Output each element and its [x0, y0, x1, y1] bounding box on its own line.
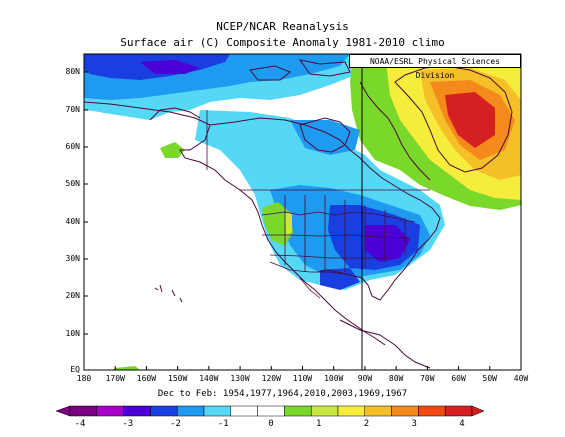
lon-label: 40W [513, 374, 529, 383]
lat-label: 40N [65, 217, 80, 226]
colorbar-cell [96, 405, 124, 417]
lon-label: 80W [388, 374, 404, 383]
colorbar-cell [203, 405, 232, 417]
alaska-warm-spot [160, 142, 185, 158]
baja-warm-spot [285, 212, 292, 236]
lon-label: 90W [357, 374, 373, 383]
colorbar-label: -2 [170, 419, 181, 429]
colorbar-label: 0 [268, 419, 274, 429]
lon-label: 50W [482, 374, 497, 383]
lon-label: 110W [292, 374, 313, 383]
lon-label: 180 [76, 374, 92, 383]
axis-ticks [83, 71, 522, 371]
colorbar-label: -3 [122, 419, 134, 429]
colorbar-label: -4 [74, 419, 86, 429]
title-line-2: Surface air (C) Composite Anomaly 1981-2… [120, 36, 445, 49]
colorbar-right-arrow [471, 405, 485, 417]
lat-label: 80N [65, 67, 80, 76]
colorbar-label: 4 [459, 419, 465, 429]
colorbar-cell [391, 405, 419, 417]
coastlines [84, 59, 513, 369]
lon-label: 140W [199, 374, 219, 383]
colorbar-cell [230, 405, 258, 417]
anomaly-fill-layer [84, 54, 521, 370]
lat-label: 70N [65, 105, 80, 114]
arctic-purple-spot [140, 60, 200, 74]
pacific-warm-spot [112, 366, 140, 370]
composite-years-subtitle: Dec to Feb: 1954,1977,1964,2010,2003,196… [157, 389, 408, 399]
lat-label: 50N [65, 179, 80, 188]
colorbar-cell [364, 405, 392, 417]
credit-box: NOAA/ESRL Physical Sciences Division [349, 54, 521, 80]
gulf-cold-region [320, 268, 360, 290]
lon-label: 170W [105, 374, 125, 383]
colorbar-cell [418, 405, 446, 417]
lat-label: 20N [65, 291, 80, 300]
lat-label: 10N [65, 329, 80, 338]
colorbar-cell [176, 405, 205, 417]
colorbar-left-arrow [56, 405, 71, 417]
colorbar-cell [310, 405, 339, 417]
lon-label: 130W [230, 374, 250, 383]
lon-label: 70W [420, 374, 435, 383]
colorbar-label: 2 [363, 419, 370, 429]
colorbar-cell [337, 405, 366, 417]
lon-label: 100W [324, 374, 344, 383]
greenland-hottest-region [445, 92, 495, 148]
east-us-coldest-region [365, 225, 410, 262]
lon-label: 160W [136, 374, 157, 383]
colorbar-cell [284, 405, 312, 417]
colorbar [56, 405, 485, 417]
lon-label: 150W [168, 374, 188, 383]
colorbar-cell [150, 405, 178, 417]
colorbar-cell [257, 405, 285, 417]
colorbar-label: 1 [316, 419, 322, 429]
colorbar-label: 3 [411, 419, 417, 429]
colorbar-cell [444, 405, 473, 417]
lon-label: 120W [261, 374, 281, 383]
colorbar-cell [123, 405, 151, 417]
lat-label: 60N [65, 142, 80, 151]
colorbar-cell [69, 405, 98, 417]
lon-label: 60W [451, 374, 466, 383]
title-line-1: NCEP/NCAR Reanalysis [216, 20, 349, 33]
political-borders [206, 110, 430, 299]
colorbar-label: -1 [217, 419, 229, 429]
lat-label: 30N [65, 254, 80, 263]
lat-label: EQ [70, 365, 80, 374]
